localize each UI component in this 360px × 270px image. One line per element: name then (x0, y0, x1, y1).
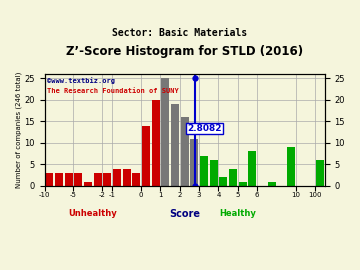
Bar (287, 147, 295, 186)
Bar (239, 181, 247, 186)
Bar (103, 173, 112, 186)
Bar (316, 160, 324, 186)
Bar (219, 177, 228, 186)
Bar (152, 100, 160, 186)
Bar (200, 156, 208, 186)
Bar (210, 160, 218, 186)
Bar (248, 151, 256, 186)
Bar (45, 173, 53, 186)
Text: ©www.textbiz.org: ©www.textbiz.org (47, 77, 115, 85)
Bar (113, 169, 121, 186)
Title: Z’-Score Histogram for STLD (2016): Z’-Score Histogram for STLD (2016) (66, 45, 303, 58)
Text: Healthy: Healthy (219, 210, 256, 218)
Bar (74, 173, 82, 186)
Bar (190, 139, 198, 186)
Bar (180, 117, 189, 186)
Bar (55, 173, 63, 186)
Bar (267, 181, 276, 186)
Bar (161, 79, 170, 186)
Text: Unhealthy: Unhealthy (68, 210, 117, 218)
Text: Sector: Basic Materials: Sector: Basic Materials (112, 28, 248, 38)
Bar (229, 169, 237, 186)
Text: 2.8082: 2.8082 (188, 124, 222, 133)
Bar (142, 126, 150, 186)
X-axis label: Score: Score (169, 209, 200, 219)
Bar (94, 173, 102, 186)
Bar (122, 169, 131, 186)
Bar (171, 104, 179, 186)
Bar (132, 173, 140, 186)
Text: The Research Foundation of SUNY: The Research Foundation of SUNY (47, 87, 179, 93)
Bar (84, 181, 92, 186)
Bar (64, 173, 73, 186)
Y-axis label: Number of companies (246 total): Number of companies (246 total) (15, 72, 22, 188)
